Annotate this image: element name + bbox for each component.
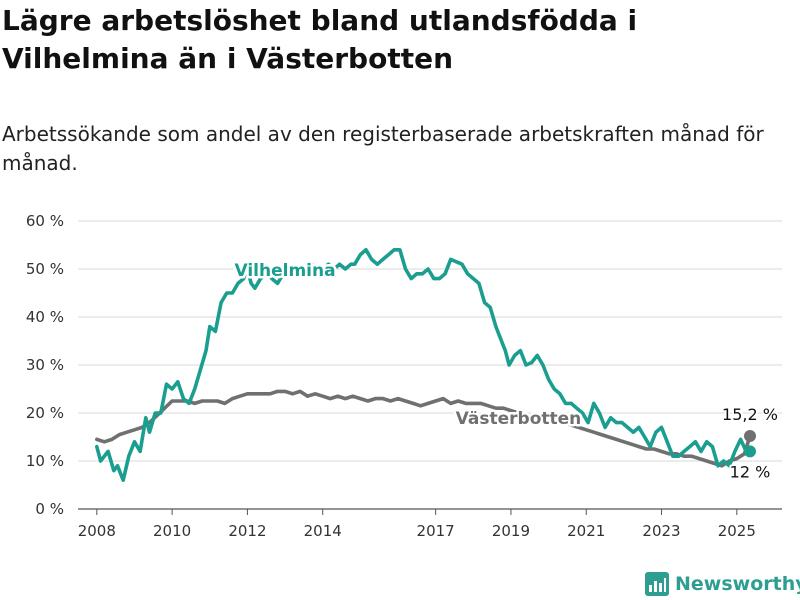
chart-labels: Vilhelmina Västerbotten 12 % 15,2 % (232, 258, 780, 483)
line-chart: 0 % 10 % 20 % 30 % 40 % 50 % 60 % 2008 2010 2012 2… (26, 212, 782, 540)
y-tick-label: 50 % (26, 260, 64, 278)
chart-grid (78, 220, 782, 510)
x-tick-label: 2025 (718, 522, 756, 540)
series-label: Vilhelmina (235, 261, 336, 281)
x-tick-label: 2023 (642, 522, 680, 540)
x-tick-label: 2010 (153, 522, 191, 540)
end-point-vilhelmina (744, 445, 756, 458)
x-tick-label: 2014 (304, 522, 342, 540)
chart-series (95, 248, 756, 482)
y-tick-label: 60 % (26, 212, 64, 230)
series-line-vasterbotten (95, 389, 752, 468)
y-tick-label: 30 % (26, 356, 64, 374)
x-tick-label: 2019 (492, 522, 530, 540)
page-subtitle: Arbetssökande som andel av den registerb… (2, 122, 764, 175)
x-tick-label: 2021 (567, 522, 605, 540)
logo-text: Newsworthy (675, 573, 800, 595)
end-point-vasterbotten (744, 430, 756, 443)
end-value-label: 15,2 % (722, 405, 778, 424)
x-tick-label: 2017 (417, 522, 455, 540)
newsworthy-logo[interactable]: Newsworthy (645, 570, 800, 598)
bar-chart-logo-icon (645, 572, 669, 596)
x-tick-label: 2012 (228, 522, 266, 540)
series-line-vilhelmina (95, 248, 752, 482)
chart-axes: 0 % 10 % 20 % 30 % 40 % 50 % 60 % 2008 2010 2012 2… (26, 212, 756, 540)
x-tick-label: 2008 (78, 522, 116, 540)
y-tick-label: 40 % (26, 308, 64, 326)
page-title: Lägre arbetslöshet bland utlandsfödda i … (2, 4, 638, 75)
y-tick-label: 10 % (26, 452, 64, 470)
end-value-label: 12 % (730, 462, 771, 481)
y-tick-label: 0 % (35, 500, 64, 518)
series-label: Västerbotten (456, 409, 582, 429)
y-tick-label: 20 % (26, 404, 64, 422)
